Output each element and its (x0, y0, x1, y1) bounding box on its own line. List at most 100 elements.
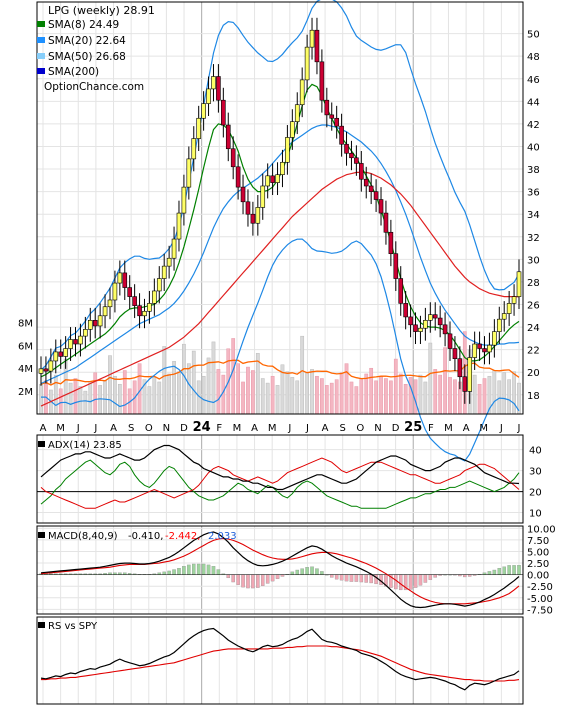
volume-bar (379, 375, 383, 415)
price-body (393, 253, 399, 279)
price-tick-label: 32 (527, 233, 540, 244)
x-tick-label: S (340, 423, 346, 434)
price-body (309, 29, 315, 48)
macd-histogram-bar (369, 574, 373, 584)
volume-bar (403, 383, 408, 415)
sma20-line (40, 124, 520, 385)
macd-histogram-bar (359, 574, 364, 583)
volume-bar (329, 382, 334, 415)
macd-tick-label: -5.00 (527, 594, 553, 605)
price-body (408, 316, 413, 326)
x-tick-label: J (517, 423, 521, 434)
price-body (496, 318, 502, 332)
price-body (63, 348, 68, 357)
price-body (432, 314, 438, 319)
price-body (166, 257, 172, 267)
macd-histogram-bar (394, 574, 398, 590)
price-body (211, 76, 216, 90)
volume-bar (117, 383, 122, 415)
volume-bar (162, 346, 167, 415)
price-tick-label: 42 (527, 120, 540, 131)
volume-bar (58, 388, 63, 415)
volume-bar (98, 385, 102, 415)
x-tick-label: J (305, 423, 309, 434)
price-body (368, 185, 374, 192)
panel-frames (36, 1, 524, 705)
macd-histogram-bar (241, 574, 245, 588)
price-body (43, 368, 49, 372)
price-body (245, 201, 251, 215)
macd-histogram-bar (192, 563, 196, 575)
volume-bar (157, 381, 162, 415)
volume-bar (172, 361, 176, 415)
price-body (487, 344, 492, 353)
price-body (462, 376, 468, 392)
legend: SMA(8) 24.49 SMA(20) 22.64 SMA(50) 26.68… (37, 19, 144, 93)
price-body (418, 327, 423, 332)
price-body (457, 358, 463, 378)
price-tick-label: 36 (527, 188, 540, 199)
volume-average-line (40, 359, 520, 386)
rs-average-line (41, 645, 520, 682)
volume-bar (384, 378, 388, 415)
rs-legend: RS vs SPY (38, 621, 98, 632)
macd-histogram-bar (172, 569, 176, 575)
price-body (398, 278, 404, 304)
volume-bar (324, 385, 329, 415)
macd-histogram-bar (300, 568, 304, 575)
macd-tick-label: -2.50 (527, 582, 553, 593)
macd-tick-label: 2.50 (527, 559, 549, 570)
volume-tick-label: 2M (18, 387, 33, 398)
legend-sma20: SMA(20) 22.64 (48, 35, 126, 47)
legend-swatch-sma8 (37, 21, 45, 27)
macd-histogram-bar (492, 569, 497, 575)
price-body (58, 351, 64, 357)
panel-frame (36, 1, 524, 415)
price-body (423, 320, 428, 329)
price-body (107, 299, 113, 308)
volume-bar (334, 379, 339, 415)
macd-histogram-bar (502, 566, 506, 575)
price-body (142, 310, 147, 317)
adx-tick-label: 20 (529, 488, 542, 499)
price-body (354, 157, 359, 164)
volume-bar (408, 377, 413, 415)
volume-bar (305, 372, 309, 415)
macd-histogram-bar (497, 567, 502, 575)
macd-histogram-bar (428, 574, 433, 580)
price-body (334, 117, 339, 127)
volume-bar (265, 382, 270, 415)
price-tick-label: 20 (527, 368, 540, 379)
macd-legend: MACD(8,40,9) -0.410, -2.442, 2.033 (38, 531, 237, 542)
price-body (260, 185, 266, 208)
price-body (501, 313, 507, 320)
volume-bar (78, 386, 83, 415)
macd-histogram-bar (187, 564, 191, 575)
x-tick-label: D (392, 423, 400, 434)
volume-bar (108, 355, 112, 415)
volume-bar (428, 342, 433, 415)
volume-bar (241, 381, 245, 415)
legend-swatch-sma200 (37, 68, 45, 74)
price-body (359, 163, 364, 180)
macd-value: -0.410, (128, 531, 163, 542)
macd-histogram-bar (315, 568, 319, 575)
x-tick-label: J (287, 423, 291, 434)
macd-histogram-bar (182, 566, 186, 575)
x-tick-label: D (180, 423, 188, 434)
volume-bar (39, 383, 43, 415)
price-body (112, 282, 118, 301)
price-body (299, 79, 305, 106)
panel-frame (36, 616, 524, 705)
volume-bar (270, 375, 275, 415)
adx-swatch (38, 441, 45, 447)
volume-bar (438, 374, 443, 415)
price-body (161, 265, 167, 279)
macd-histogram-bar (418, 574, 423, 586)
macd-histogram-bar (354, 574, 359, 582)
macd-tick-label: -7.50 (527, 605, 553, 616)
volume-bar (113, 375, 117, 415)
volume-bar (507, 379, 512, 415)
price-tick-label: 40 (527, 142, 540, 153)
